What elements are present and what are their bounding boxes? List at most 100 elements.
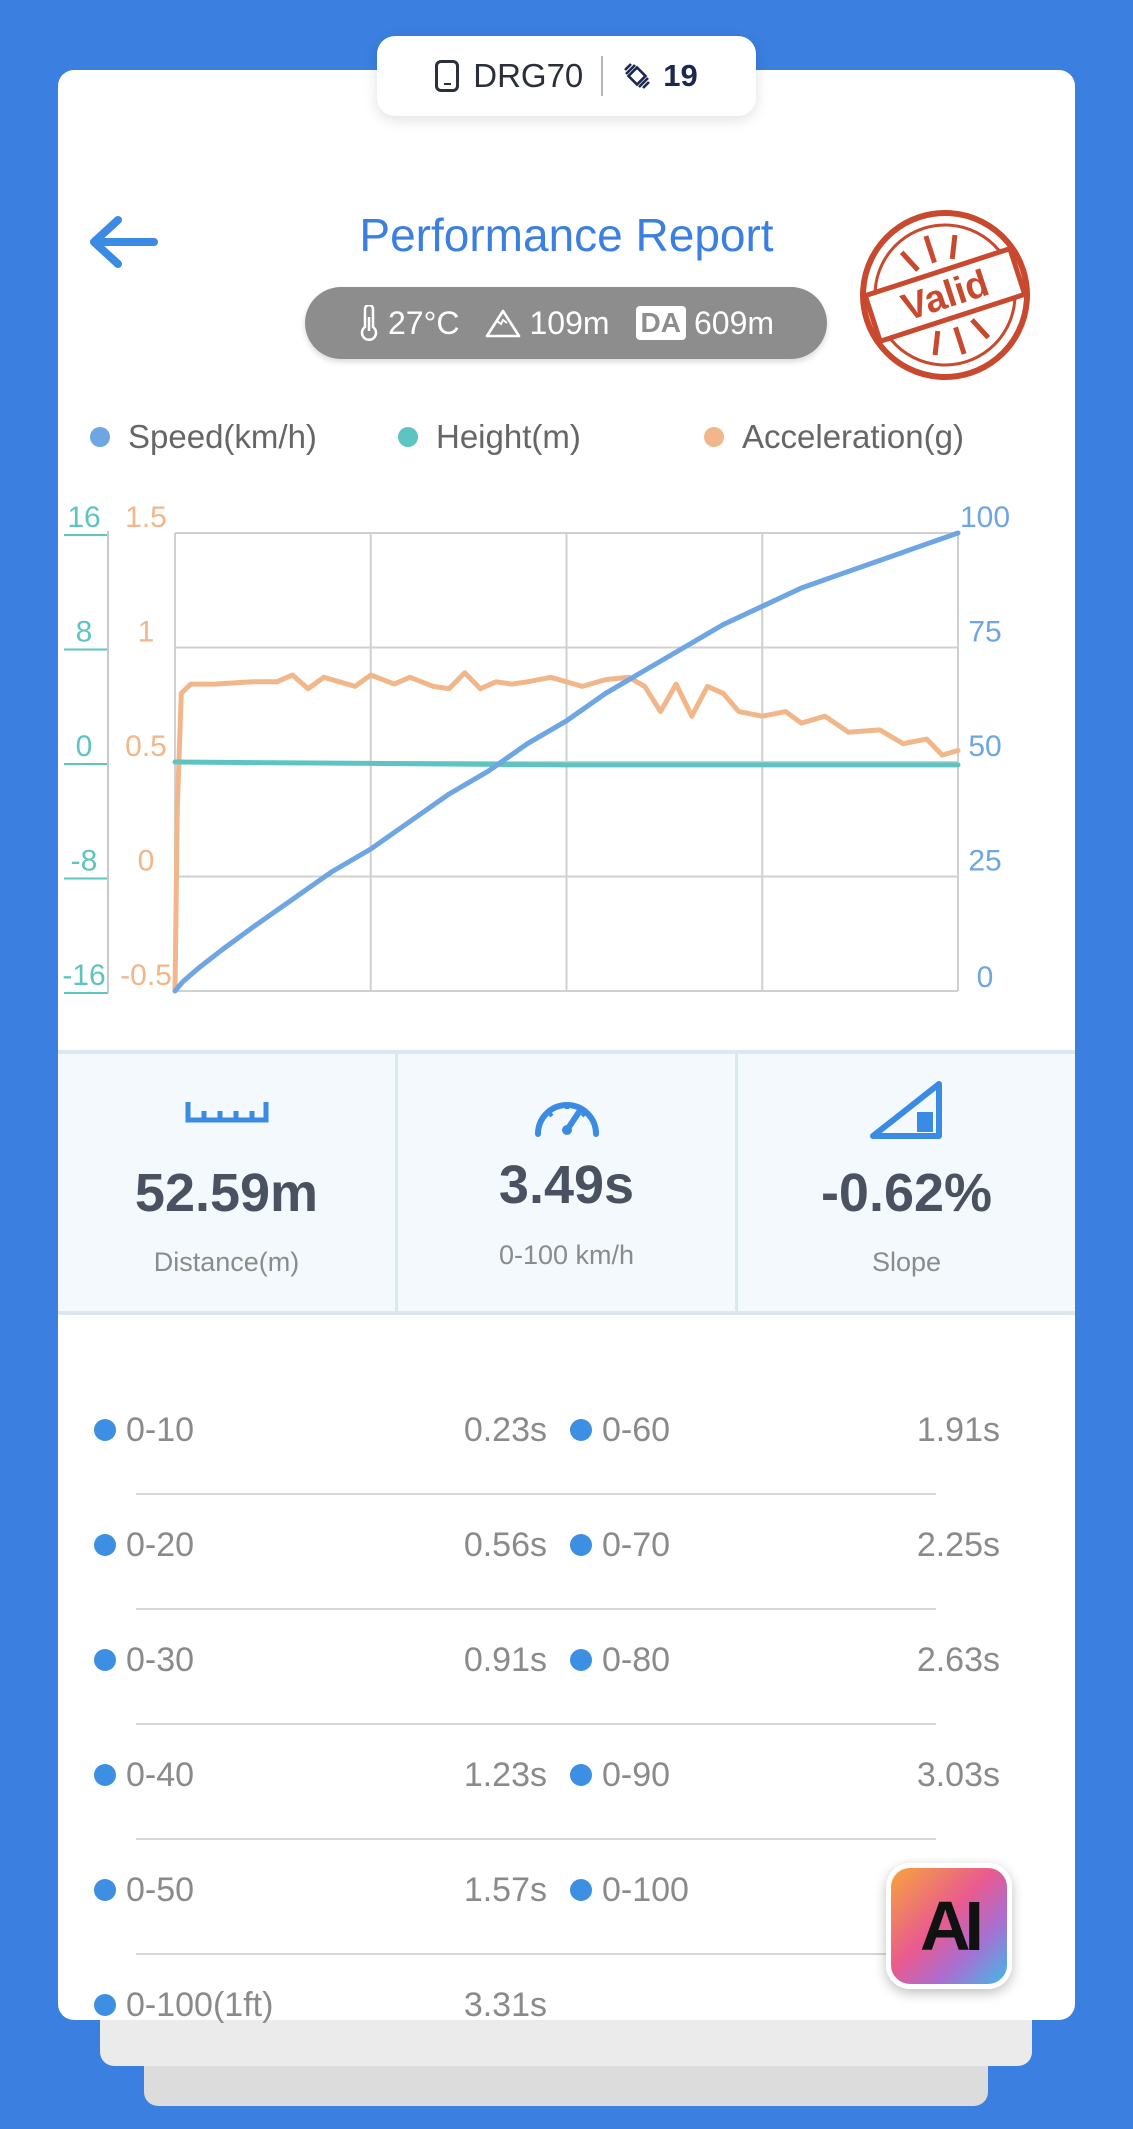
report-card <box>58 70 1075 2020</box>
split-label: 0-80 <box>570 1630 670 1690</box>
split-time: 1.91s <box>916 1411 1000 1449</box>
altitude-item: 109m <box>485 304 610 342</box>
thermometer-icon <box>360 305 378 341</box>
split-label: 0-40 <box>94 1745 194 1805</box>
ai-assistant-button[interactable]: AI <box>886 1863 1012 1989</box>
split-time: 3.03s <box>916 1756 1000 1794</box>
split-row: 0-20 0.56s 0-70 2.25s <box>58 1495 1075 1610</box>
temperature-item: 27°C <box>358 304 460 342</box>
split-range: 0-100(1ft) <box>126 1985 274 2024</box>
split-dot-icon <box>570 1419 592 1441</box>
device-status-pill[interactable]: DRG70 19 <box>377 36 756 116</box>
split-time: 1.57s <box>463 1871 547 1909</box>
legend-item-speed[interactable]: Speed(km/h) <box>90 418 398 456</box>
split-range: 0-80 <box>602 1640 671 1679</box>
split-row: 0-100(1ft) 3.31s <box>58 1955 1075 2070</box>
split-range: 0-40 <box>126 1755 195 1794</box>
page-title: Performance Report <box>359 209 774 261</box>
split-row: 0-40 1.23s 0-90 3.03s <box>58 1725 1075 1840</box>
back-arrow-icon[interactable] <box>84 212 160 272</box>
legend-item-height[interactable]: Height(m) <box>398 418 704 456</box>
stat-slope: -0.62% Slope <box>735 1054 1075 1311</box>
legend-dot-acceleration <box>704 427 724 447</box>
split-label: 0-20 <box>94 1515 194 1575</box>
satellite-info: 19 <box>621 58 698 94</box>
conditions-pill: 27°C 109m DA 609m <box>305 287 827 359</box>
split-dot-icon <box>570 1764 592 1786</box>
stat-acceleration-time-value: 3.49s <box>498 1155 635 1215</box>
split-divider <box>136 1838 936 1840</box>
stat-acceleration-time: 3.49s 0-100 km/h <box>395 1054 735 1311</box>
split-row: 0-50 1.57s 0-100 <box>58 1840 1075 1955</box>
split-dot-icon <box>570 1649 592 1671</box>
split-range: 0-70 <box>602 1525 671 1564</box>
device-icon <box>435 60 460 92</box>
chart-legend: Speed(km/h) Height(m) Acceleration(g) <box>90 418 1030 456</box>
split-row: 0-10 0.23s 0-60 1.91s <box>58 1380 1075 1495</box>
split-range: 0-50 <box>126 1870 195 1909</box>
split-label: 0-100 <box>570 1860 689 1920</box>
pill-divider <box>601 56 604 96</box>
legend-label-speed: Speed(km/h) <box>128 418 317 455</box>
split-dot-icon <box>94 1649 116 1671</box>
split-label: 0-10 <box>94 1400 194 1460</box>
split-time: 2.63s <box>916 1641 1000 1679</box>
split-dot-icon <box>570 1534 592 1556</box>
split-time: 1.23s <box>463 1756 547 1794</box>
stat-slope-value: -0.62% <box>820 1163 993 1223</box>
density-altitude-item: DA 609m <box>635 304 775 342</box>
split-dot-icon <box>94 1534 116 1556</box>
stat-acceleration-time-label: 0-100 km/h <box>498 1240 635 1270</box>
stat-distance-label: Distance(m) <box>153 1247 300 1277</box>
split-divider <box>136 1723 936 1725</box>
split-label: 0-30 <box>94 1630 194 1690</box>
density-altitude-badge: DA <box>635 306 686 340</box>
legend-dot-speed <box>90 427 110 447</box>
split-time: 0.23s <box>463 1411 547 1449</box>
split-label: 0-70 <box>570 1515 670 1575</box>
satellite-icon <box>624 63 651 89</box>
device-name: DRG70 <box>473 57 584 94</box>
split-divider <box>136 1608 936 1610</box>
stat-slope-label: Slope <box>871 1247 942 1277</box>
split-label: 0-90 <box>570 1745 670 1805</box>
slope-icon <box>869 1081 942 1139</box>
split-dot-icon <box>570 1879 592 1901</box>
mountain-icon <box>486 309 521 338</box>
legend-item-acceleration[interactable]: Acceleration(g) <box>704 418 964 456</box>
split-range: 0-90 <box>602 1755 671 1794</box>
stats-panel: 52.59m Distance(m) 3.49s 0-100 km/h -0.6… <box>58 1050 1075 1315</box>
legend-label-acceleration: Acceleration(g) <box>742 418 964 455</box>
split-dot-icon <box>94 1419 116 1441</box>
split-range: 0-20 <box>126 1525 195 1564</box>
split-range: 0-100 <box>602 1870 689 1909</box>
split-divider <box>136 1953 936 1955</box>
stat-distance-value: 52.59m <box>134 1163 319 1223</box>
split-label: 0-50 <box>94 1860 194 1920</box>
speedometer-icon <box>534 1102 599 1137</box>
legend-dot-height <box>398 427 418 447</box>
split-time: 0.56s <box>463 1526 547 1564</box>
legend-label-height: Height(m) <box>436 418 581 455</box>
density-altitude-value: 609m <box>693 304 775 341</box>
temperature-value: 27°C <box>387 304 460 341</box>
split-row: 0-30 0.91s 0-80 2.63s <box>58 1610 1075 1725</box>
split-time: 3.31s <box>463 1986 547 2024</box>
split-time: 2.25s <box>916 1526 1000 1564</box>
split-range: 0-10 <box>126 1410 195 1449</box>
split-label: 0-100(1ft) <box>94 1975 273 2035</box>
split-time: 0.91s <box>463 1641 547 1679</box>
split-label: 0-60 <box>570 1400 670 1460</box>
altitude-value: 109m <box>529 304 610 341</box>
split-divider <box>136 1493 936 1495</box>
split-range: 0-60 <box>602 1410 671 1449</box>
split-dot-icon <box>94 1764 116 1786</box>
valid-stamp: Valid <box>860 210 1030 380</box>
ruler-icon <box>185 1102 268 1123</box>
satellite-count: 19 <box>663 58 698 93</box>
split-dot-icon <box>94 1879 116 1901</box>
split-range: 0-30 <box>126 1640 195 1679</box>
ai-button-label: AI <box>920 1887 984 1965</box>
device-info: DRG70 <box>435 57 583 95</box>
stat-distance: 52.59m Distance(m) <box>58 1054 395 1311</box>
